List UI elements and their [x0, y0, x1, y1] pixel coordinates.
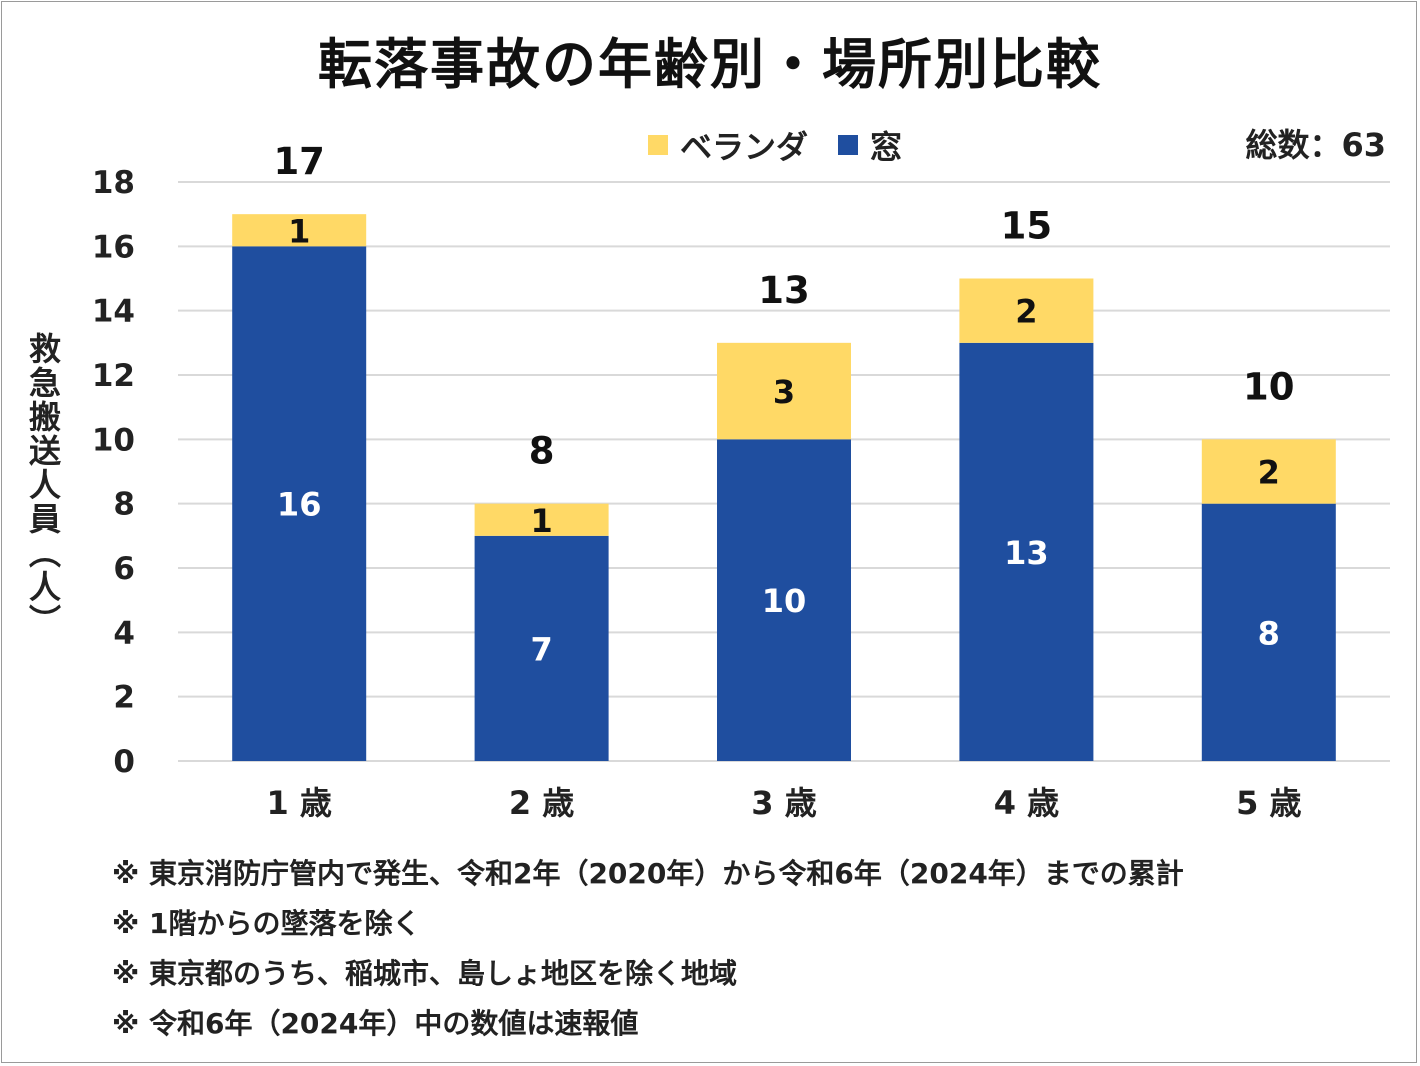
total-label: 8 [529, 430, 555, 473]
notes: ※ 東京消防庁管内で発生、令和2年（2020年）から令和6年（2024年）までの… [112, 854, 1184, 1054]
y-tick-label: 8 [113, 487, 135, 523]
data-label: 1 [288, 212, 310, 250]
data-label: 10 [762, 582, 807, 620]
note: ※ 東京消防庁管内で発生、令和2年（2020年）から令和6年（2024年）までの… [112, 857, 1184, 890]
total-label: 10 [1243, 365, 1295, 408]
legend-item-window: 窓 [838, 122, 902, 168]
data-label: 2 [1015, 293, 1037, 331]
y-tick-label: 14 [92, 294, 135, 330]
legend-label-window: 窓 [870, 128, 903, 166]
note: ※ 令和6年（2024年）中の数値は速報値 [112, 1007, 639, 1040]
bar-window [232, 246, 367, 762]
y-axis-label: 救急搬送人員（人） [24, 332, 62, 638]
x-tick-label: 1 歳 [266, 784, 331, 822]
legend-label-veranda: ベランダ [680, 128, 809, 166]
bar-veranda [717, 342, 851, 440]
x-tick-label: 3 歳 [751, 784, 816, 822]
total-annotation: 総数：63 [1245, 126, 1386, 164]
y-tick-label: 0 [113, 744, 135, 780]
x-tick-label: 5 歳 [1236, 784, 1301, 822]
x-tick-label: 2 歳 [509, 784, 574, 822]
y-tick-label: 4 [113, 615, 135, 651]
data-label: 3 [773, 373, 795, 411]
data-label: 2 [1258, 454, 1280, 492]
bar-window [474, 535, 609, 761]
chart-title: 転落事故の年齢別・場所別比較 [318, 33, 1102, 96]
y-tick-label: 16 [92, 229, 135, 265]
note: ※ 東京都のうち、稲城市、島しょ地区を除く地域 [112, 957, 737, 990]
bar-veranda [959, 278, 1094, 343]
data-label: 8 [1258, 614, 1280, 652]
note: ※ 1階からの墜落を除く [112, 907, 421, 940]
bar-veranda [232, 214, 367, 247]
total-label: 15 [1001, 205, 1053, 248]
legend-item-veranda: ベランダ [648, 122, 808, 168]
y-tick-label: 6 [113, 551, 135, 587]
bar-veranda [474, 503, 609, 536]
bar-window [1201, 503, 1336, 761]
data-label: 16 [277, 486, 322, 524]
y-tick-label: 18 [92, 165, 135, 201]
y-tick-label: 2 [113, 680, 135, 716]
total-label: 13 [758, 269, 810, 312]
bar-window [959, 342, 1094, 761]
legend-swatch-veranda [648, 135, 668, 155]
data-label: 1 [530, 502, 552, 540]
y-tick-label: 10 [92, 422, 135, 458]
bar-window [717, 439, 851, 761]
y-tick-label: 12 [92, 358, 135, 394]
data-label: 7 [530, 630, 552, 668]
legend-swatch-window [838, 135, 859, 155]
total-label: 17 [273, 140, 325, 183]
legend: ベランダ 窓 [648, 122, 932, 168]
bar-veranda [1201, 439, 1336, 504]
data-label: 13 [1004, 534, 1049, 572]
x-tick-label: 4 歳 [994, 784, 1059, 822]
